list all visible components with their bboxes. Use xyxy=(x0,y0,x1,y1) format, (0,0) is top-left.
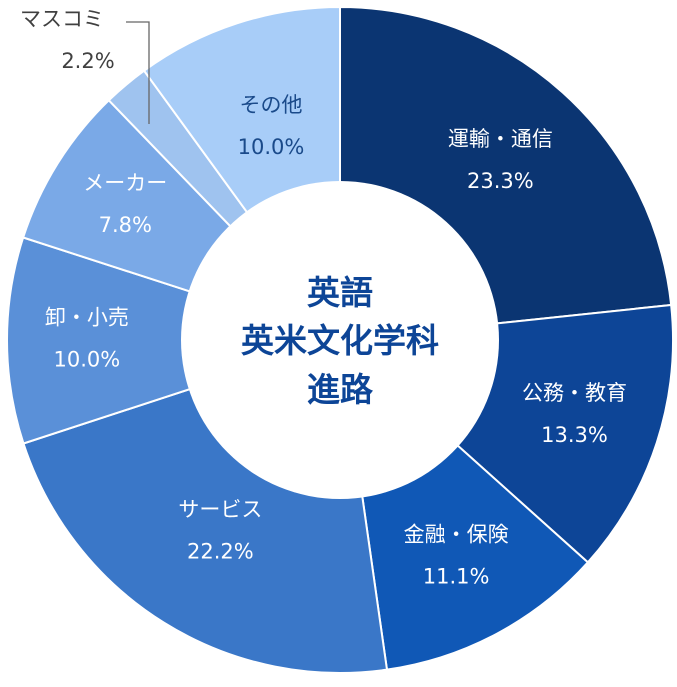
slice-value-sonota: 10.0% xyxy=(238,135,305,159)
center-title-line-2: 英米文化学科 xyxy=(241,321,439,360)
donut-hole xyxy=(181,181,499,499)
slice-value-oroshi-kouri: 10.0% xyxy=(54,347,121,371)
slice-label-maker: メーカー xyxy=(83,171,167,195)
slice-value-service: 22.2% xyxy=(187,539,254,563)
slice-labels: 運輸・通信 23.3% 公務・教育 13.3% 金融・保険 11.1% サービス 22.2% 卸… xyxy=(20,7,627,588)
slice-label-sonota: その他 xyxy=(240,93,303,117)
slice-label-oroshi-kouri: 卸・小売 xyxy=(45,305,129,329)
slice-oroshi-kouri xyxy=(6,236,344,445)
center-title-line-1: 英語 xyxy=(307,273,373,312)
slice-value-masukomi: 2.2% xyxy=(61,49,114,73)
masukomi-leader-line xyxy=(126,21,150,124)
slice-label-unyu-tsushin: 運輸・通信 xyxy=(448,127,553,151)
slice-value-unyu-tsushin: 23.3% xyxy=(467,169,534,193)
slice-label-service: サービス xyxy=(178,497,262,521)
slice-value-kinyu-hoken: 11.1% xyxy=(423,564,490,588)
slice-label-komu-kyoiku: 公務・教育 xyxy=(522,381,627,405)
slice-value-komu-kyoiku: 13.3% xyxy=(541,423,608,447)
slice-label-masukomi: マスコミ xyxy=(20,7,104,31)
center-title-line-3: 進路 xyxy=(307,370,374,409)
slice-value-maker: 7.8% xyxy=(99,213,152,237)
slice-label-kinyu-hoken: 金融・保険 xyxy=(404,522,509,546)
